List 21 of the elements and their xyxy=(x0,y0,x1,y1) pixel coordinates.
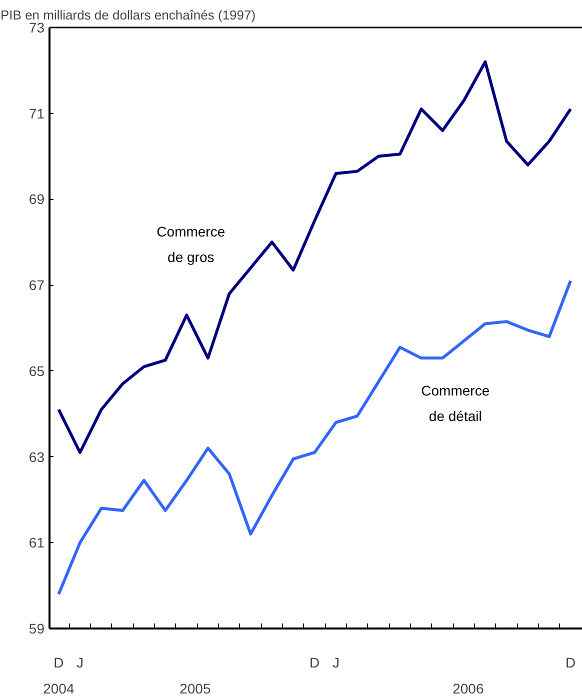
y-tick-label: 61 xyxy=(28,534,45,551)
text: 2005 xyxy=(180,680,211,696)
x-tick-label: J xyxy=(76,654,84,670)
y-tick-label: 59 xyxy=(28,620,45,636)
text: 2004 xyxy=(43,680,74,696)
x-tick-label: J xyxy=(332,654,340,670)
y-tick-label: 71 xyxy=(28,105,45,122)
chart-title: PIB en milliards de dollars enchaînés (1997) xyxy=(0,8,256,22)
y-tick-label: 69 xyxy=(28,191,45,208)
x-tick-label: D xyxy=(54,654,64,670)
x-tick-label: D xyxy=(566,654,576,670)
y-tick-label: 73 xyxy=(28,20,45,36)
series-label: Commerce de gros xyxy=(156,223,226,266)
text: 2006 xyxy=(452,680,484,696)
line-series xyxy=(57,60,572,454)
y-tick-label: 65 xyxy=(28,362,45,379)
line-series xyxy=(57,279,572,596)
y-tick-label: 63 xyxy=(28,448,45,465)
x-tick-label: D xyxy=(310,654,320,670)
series-label: Commerce de détail xyxy=(421,382,490,424)
y-tick-label: 67 xyxy=(28,277,45,294)
